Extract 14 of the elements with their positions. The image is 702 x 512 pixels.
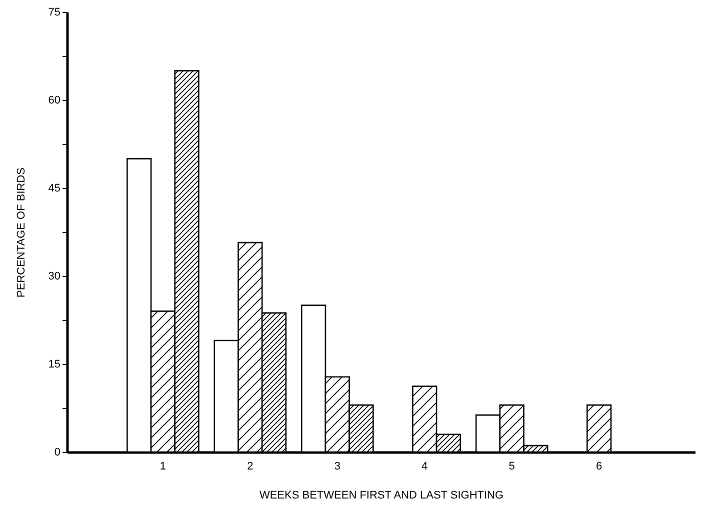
y-tick-label: 30 [48,270,60,282]
y-tick-label: 45 [48,182,60,194]
y-tick-label: 60 [48,94,60,106]
x-tick-label: 5 [508,460,515,472]
x-tick-label: 4 [422,460,428,472]
x-tick-label: 6 [596,460,602,472]
y-tick-label: 75 [48,6,60,18]
y-tick-label: 15 [48,358,60,370]
y-tick-label: 0 [54,446,60,458]
y-axis-title: PERCENTAGE OF BIRDS [15,168,28,298]
x-axis-title: WEEKS BETWEEN FIRST AND LAST SIGHTING [259,490,504,502]
x-tick-label: 3 [334,460,340,472]
x-tick-label: 2 [247,460,254,472]
x-tick-label: 1 [160,460,166,472]
